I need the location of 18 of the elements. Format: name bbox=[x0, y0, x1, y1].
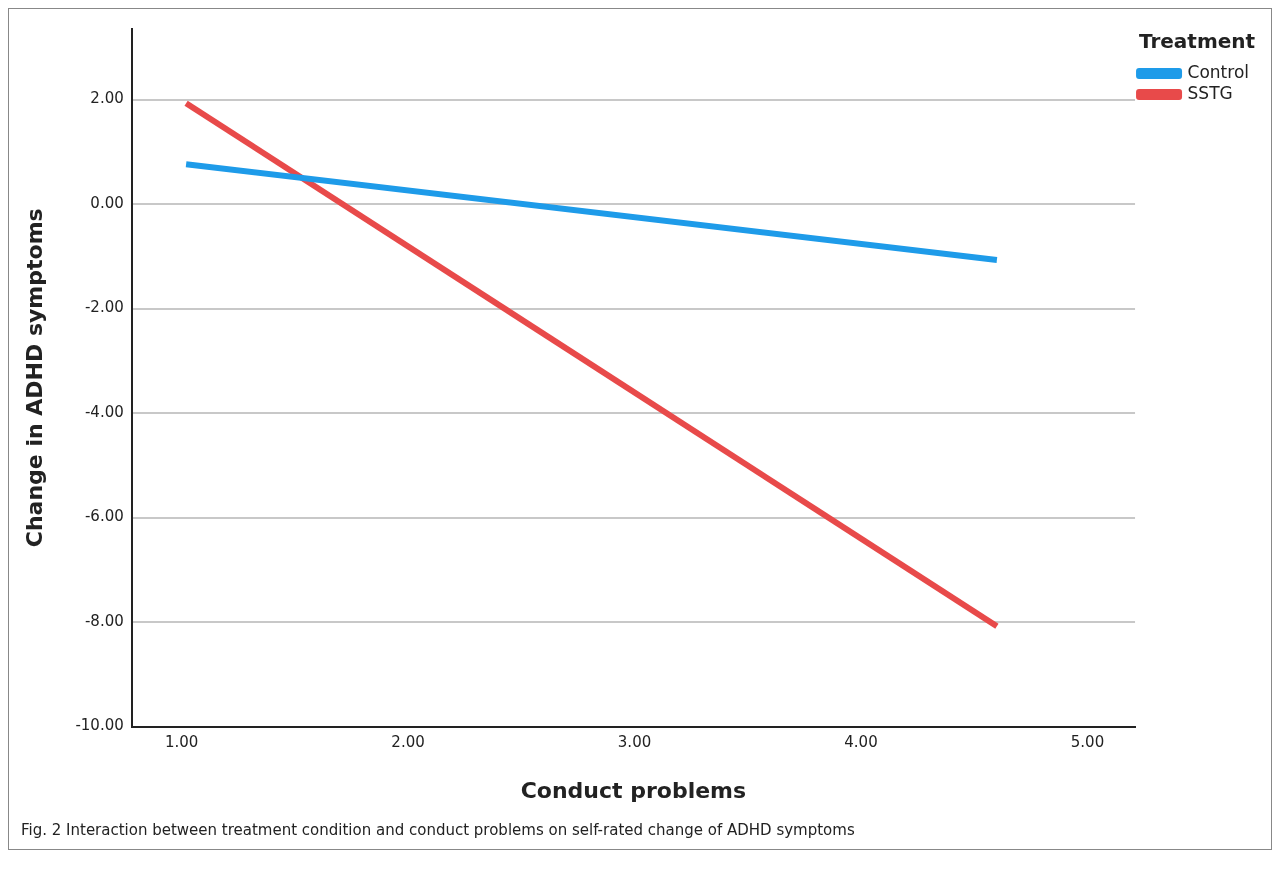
x-tick-label: 2.00 bbox=[391, 733, 425, 752]
x-axis-title: Conduct problems bbox=[520, 777, 747, 803]
x-tick-label: 5.00 bbox=[1070, 733, 1105, 752]
x-tick-label: 4.00 bbox=[844, 733, 878, 752]
legend-label: Control bbox=[1187, 61, 1249, 82]
caption: Fig. 2 Interaction between treatment condition and conduct problems on self-rated change of ADHD symptoms bbox=[20, 820, 856, 841]
y-axis-title: Change in ADHD symptoms bbox=[21, 208, 47, 548]
y-tick-label: -4.00 bbox=[84, 402, 124, 421]
legend-title: Treatment bbox=[1138, 29, 1256, 54]
y-tick-label: 2.00 bbox=[90, 89, 124, 108]
y-tick-label: -6.00 bbox=[84, 507, 124, 526]
y-tick-label: -8.00 bbox=[84, 611, 124, 630]
x-tick-label: 1.00 bbox=[164, 733, 199, 752]
y-tick-label: -10.00 bbox=[75, 716, 124, 735]
y-tick-label: -2.00 bbox=[84, 298, 124, 317]
y-tick-label: 0.00 bbox=[90, 193, 124, 212]
legend-label: SSTG bbox=[1187, 82, 1233, 103]
x-tick-label: 3.00 bbox=[617, 733, 652, 752]
